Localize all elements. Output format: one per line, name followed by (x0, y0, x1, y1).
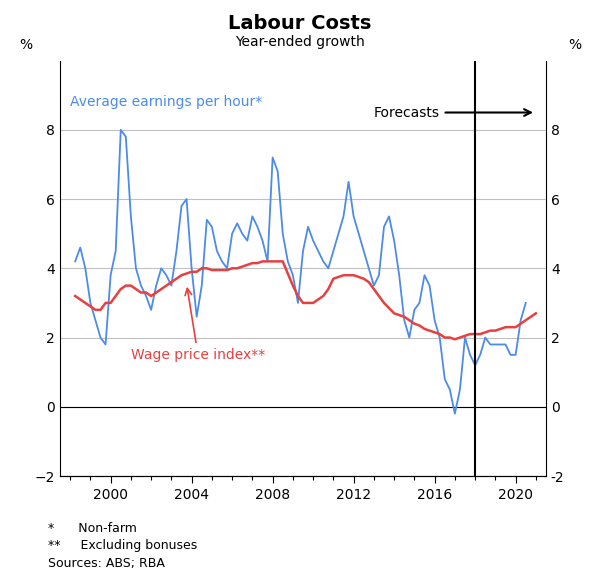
Text: **     Excluding bonuses: ** Excluding bonuses (48, 539, 197, 553)
Text: Average earnings per hour*: Average earnings per hour* (70, 95, 262, 109)
Text: %: % (569, 38, 582, 53)
Text: Forecasts: Forecasts (374, 106, 531, 119)
Text: %: % (19, 38, 32, 53)
Text: Year-ended growth: Year-ended growth (235, 35, 365, 48)
Text: Wage price index**: Wage price index** (131, 288, 265, 362)
Text: Labour Costs: Labour Costs (229, 14, 371, 33)
Text: Sources: ABS; RBA: Sources: ABS; RBA (48, 557, 165, 570)
Text: *      Non-farm: * Non-farm (48, 522, 137, 535)
